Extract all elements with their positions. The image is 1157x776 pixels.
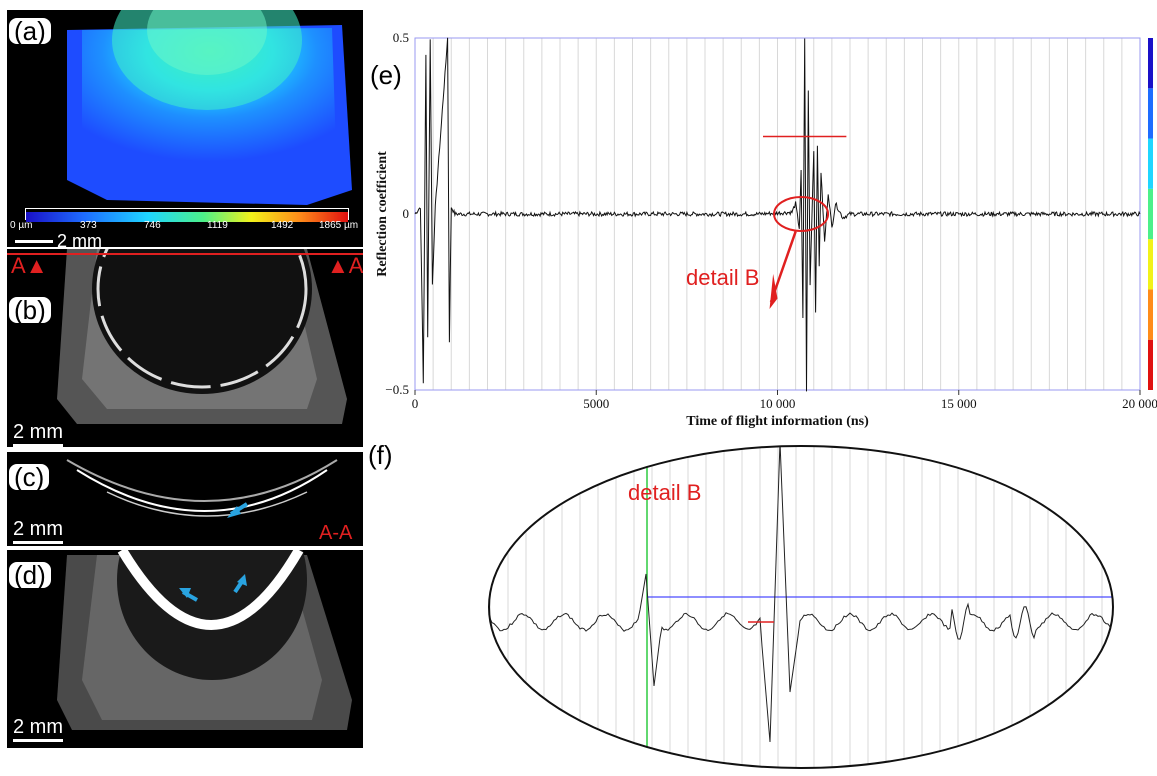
- colorbar-tick: 746: [144, 220, 161, 231]
- ct-image-b: [7, 249, 363, 424]
- y-tick-label: 0.5: [393, 30, 409, 45]
- detail-b-circle: [773, 196, 830, 232]
- detail-b-title: detail B: [628, 480, 702, 505]
- section-mark-right: ▲A: [327, 253, 363, 278]
- height-map-image: [67, 10, 352, 205]
- series-line: [414, 37, 1141, 392]
- scale-bar-a: 2 mm: [15, 231, 102, 247]
- detail-b-annotation: detail B: [686, 265, 760, 290]
- detail-b-arrowhead: [769, 273, 778, 310]
- scale-bar-label: 2 mm: [13, 421, 63, 443]
- panel-d-ct-image: (d) 2 mm: [7, 550, 363, 748]
- scale-bar-label: 2 mm: [13, 518, 63, 540]
- panel-b-ct-image: (b) A▲ ▲A 2 mm: [7, 249, 363, 447]
- scale-bar-label: 2 mm: [57, 231, 102, 247]
- x-tick-label: 15 000: [941, 396, 977, 411]
- scale-bar-b: 2 mm: [13, 421, 63, 447]
- colorbar-tick: 373: [80, 220, 97, 231]
- scale-bar-d: 2 mm: [13, 716, 63, 742]
- colorbar-segment: [1148, 339, 1153, 390]
- panel-a-label: (a): [7, 16, 53, 46]
- x-tick-label: 10 000: [760, 396, 796, 411]
- colorbar-segment: [1148, 38, 1153, 89]
- colorbar-segment: [1148, 289, 1153, 340]
- panel-b-label: (b): [7, 295, 53, 325]
- colorbar: [25, 208, 349, 222]
- x-axis-label: Time of flight information (ns): [686, 414, 869, 429]
- x-tick-label: 0: [412, 396, 419, 411]
- colorbar-segment: [1148, 239, 1153, 290]
- section-mark-label: A: [348, 253, 363, 278]
- panel-a-height-map: (a) 0 µm 373 746 1119 1492 1865 µm 2 mm: [7, 10, 363, 247]
- colorbar-segment: [1148, 138, 1153, 189]
- colorbar-segment: [1148, 188, 1153, 240]
- panel-f-detail: (f) detail B: [368, 440, 1157, 771]
- detail-b-zoom: [488, 445, 1114, 769]
- section-mark-label: A: [11, 253, 26, 278]
- colorbar-segment: [1148, 88, 1153, 139]
- panel-c-label: (c): [7, 462, 52, 492]
- colorbar-tick: 0 µm: [10, 220, 33, 231]
- colorbar-ticks: 0 µm 373 746 1119 1492 1865 µm: [7, 220, 363, 234]
- colorbar-tick: 1865 µm: [319, 220, 359, 231]
- cross-section-image: [66, 459, 338, 518]
- scale-bar-c: 2 mm: [13, 518, 63, 544]
- panel-d-label: (d): [7, 560, 53, 590]
- colorbar-tick: 1119: [207, 220, 228, 231]
- panel-e-chart: 0 5000 10 000 15 000 20 000 0.5 0 −0.5 Time of f…: [368, 30, 1157, 440]
- section-mark-left: A▲: [11, 253, 48, 278]
- panel-c-cross-section: (c) 2 mm A-A: [7, 452, 363, 546]
- colorbar-tick: 1492: [271, 220, 294, 231]
- panel-f-label: (f): [368, 440, 393, 470]
- x-tick-label: 5000: [583, 396, 609, 411]
- y-axis-label: Reflection coefficient: [375, 151, 390, 277]
- ct-image-d: [57, 550, 352, 730]
- y-tick-label: 0: [403, 206, 410, 221]
- section-label: A-A: [319, 522, 353, 544]
- panel-e-label: (e): [368, 60, 404, 91]
- y-tick-label: −0.5: [385, 382, 409, 397]
- scale-bar-label: 2 mm: [13, 716, 63, 738]
- x-tick-label: 20 000: [1122, 396, 1157, 411]
